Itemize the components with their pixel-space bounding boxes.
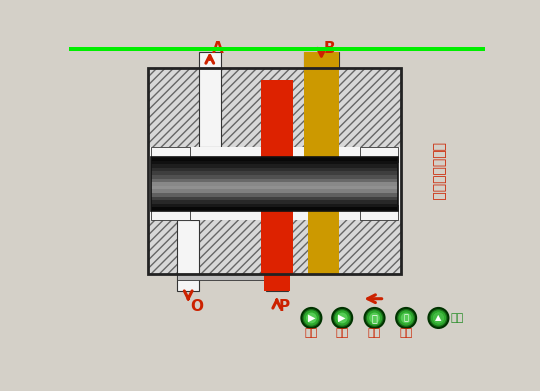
Bar xyxy=(199,68,220,147)
Circle shape xyxy=(433,312,444,323)
Bar xyxy=(261,80,293,161)
Text: ▲: ▲ xyxy=(435,314,442,323)
Text: A: A xyxy=(212,41,224,56)
Bar xyxy=(151,175,399,179)
Text: O: O xyxy=(191,299,204,314)
Circle shape xyxy=(306,312,317,323)
Bar xyxy=(264,274,290,291)
Bar xyxy=(151,204,399,208)
Bar xyxy=(178,274,199,291)
Circle shape xyxy=(367,310,382,326)
Bar xyxy=(148,68,401,274)
Bar xyxy=(199,52,220,68)
Bar xyxy=(151,197,399,201)
Circle shape xyxy=(332,308,352,328)
Bar xyxy=(148,68,401,274)
Bar xyxy=(151,189,399,193)
Bar xyxy=(151,147,190,162)
Text: 返回: 返回 xyxy=(451,313,464,323)
Circle shape xyxy=(396,308,416,328)
Bar xyxy=(264,143,290,224)
Bar xyxy=(261,206,293,274)
Text: 三位四通换向阀: 三位四通换向阀 xyxy=(431,142,446,201)
Text: ▶: ▶ xyxy=(339,313,346,323)
Text: ▶: ▶ xyxy=(308,313,315,323)
Bar xyxy=(69,47,485,51)
Bar xyxy=(151,164,399,168)
Bar xyxy=(151,161,399,165)
Bar xyxy=(148,147,401,220)
Bar xyxy=(266,220,287,274)
Bar xyxy=(305,52,339,68)
Bar xyxy=(151,179,399,183)
Circle shape xyxy=(369,312,380,323)
Bar xyxy=(310,68,333,147)
Bar xyxy=(151,205,190,220)
Text: ⏹: ⏹ xyxy=(403,314,409,323)
Bar xyxy=(151,171,399,176)
Bar xyxy=(151,157,399,211)
Circle shape xyxy=(399,310,414,326)
Bar xyxy=(151,186,399,190)
Circle shape xyxy=(303,310,319,326)
Text: 中位: 中位 xyxy=(335,328,349,338)
Circle shape xyxy=(364,308,384,328)
Text: P: P xyxy=(279,299,290,314)
Bar xyxy=(308,143,334,224)
Text: 左位: 左位 xyxy=(305,328,318,338)
Bar xyxy=(151,193,399,197)
Circle shape xyxy=(431,310,446,326)
Bar xyxy=(151,207,399,211)
Bar xyxy=(360,205,399,220)
Bar xyxy=(266,274,287,291)
Text: ⏸: ⏸ xyxy=(372,313,377,323)
Bar xyxy=(151,200,399,204)
Bar xyxy=(178,220,199,274)
Text: 右位: 右位 xyxy=(368,328,381,338)
Bar xyxy=(151,157,399,161)
Bar xyxy=(151,168,399,172)
Circle shape xyxy=(334,310,350,326)
Bar xyxy=(148,68,401,274)
Bar xyxy=(151,182,399,186)
Circle shape xyxy=(433,312,444,323)
Text: B: B xyxy=(323,41,335,56)
Circle shape xyxy=(301,308,321,328)
Text: 停止: 停止 xyxy=(400,328,413,338)
Bar xyxy=(177,274,288,280)
Bar xyxy=(308,206,339,274)
Bar xyxy=(360,147,399,162)
Circle shape xyxy=(337,312,348,323)
Circle shape xyxy=(401,312,411,323)
Bar xyxy=(305,52,339,68)
Circle shape xyxy=(428,308,448,328)
Bar xyxy=(305,68,339,161)
